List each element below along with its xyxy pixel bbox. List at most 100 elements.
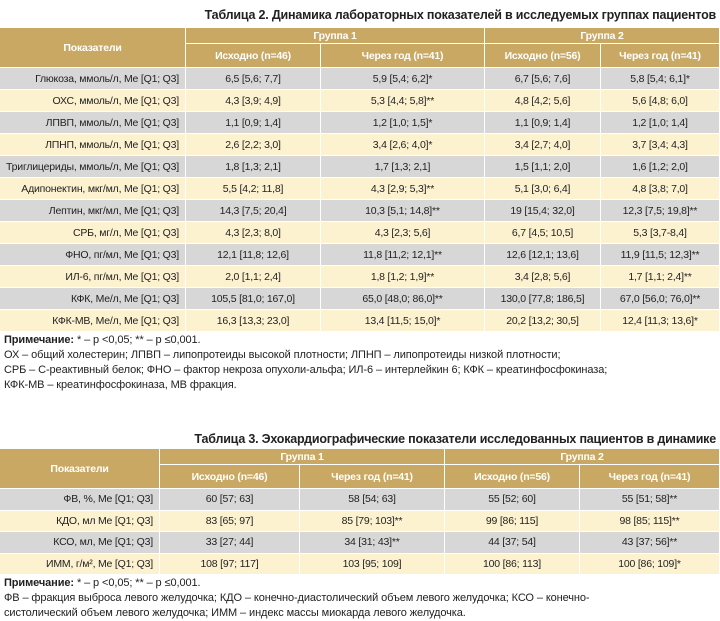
group-header: Группа 1 xyxy=(160,449,445,465)
value-cell: 4,8 [4,2; 5,6] xyxy=(485,90,601,112)
column-header: Исходно (n=46) xyxy=(160,465,300,489)
value-cell: 1,6 [1,2; 2,0] xyxy=(601,156,720,178)
value-cell: 12,3 [7,5; 19,8]** xyxy=(601,200,720,222)
row-label: КСО, мл, Me [Q1; Q3] xyxy=(0,532,160,554)
value-cell: 5,8 [5,4; 6,1]* xyxy=(601,68,720,90)
value-cell: 19 [15,4; 32,0] xyxy=(485,200,601,222)
value-cell: 3,7 [3,4; 4,3] xyxy=(601,134,720,156)
note-line: Примечание: * – p <0,05; ** – p ≤0,001. xyxy=(4,577,201,589)
value-cell: 6,7 [4,5; 10,5] xyxy=(485,222,601,244)
value-cell: 6,7 [5,6; 7,6] xyxy=(485,68,601,90)
value-cell: 12,4 [11,3; 13,6]* xyxy=(601,310,720,332)
row-label: ЛПНП, ммоль/л, Me [Q1; Q3] xyxy=(0,134,186,156)
note-line: КФК-МВ – креатинфосфокиназа, МВ фракция. xyxy=(4,379,237,391)
header-cell: Показатели xyxy=(0,28,186,68)
column-header: Через год (n=41) xyxy=(601,44,720,68)
value-cell: 1,2 [1,0; 1,5]* xyxy=(321,112,485,134)
value-cell: 130,0 [77,8; 186,5] xyxy=(485,288,601,310)
row-label: ИЛ-6, пг/мл, Me [Q1; Q3] xyxy=(0,266,186,288)
note-line: ОХ – общий холестерин; ЛПВП – липопротеи… xyxy=(4,349,561,361)
value-cell: 55 [51; 58]** xyxy=(580,489,720,511)
value-cell: 14,3 [7,5; 20,4] xyxy=(186,200,321,222)
column-header: Через год (n=41) xyxy=(580,465,720,489)
row-label: ФНО, пг/мл, Me [Q1; Q3] xyxy=(0,244,186,266)
value-cell: 1,7 [1,1; 2,4]** xyxy=(601,266,720,288)
row-label: Глюкоза, ммоль/л, Me [Q1; Q3] xyxy=(0,68,186,90)
value-cell: 1,1 [0,9; 1,4] xyxy=(186,112,321,134)
value-cell: 103 [95; 109] xyxy=(300,553,445,575)
value-cell: 10,3 [5,1; 14,8]** xyxy=(321,200,485,222)
value-cell: 4,3 [3,9; 4,9] xyxy=(186,90,321,112)
value-cell: 5,5 [4,2; 11,8] xyxy=(186,178,321,200)
row-label: ИММ, г/м², Me [Q1; Q3] xyxy=(0,553,160,575)
value-cell: 99 [86; 115] xyxy=(445,510,580,532)
note-line: систолический объем левого желудочка; ИМ… xyxy=(4,607,466,619)
group-header: Группа 2 xyxy=(445,449,720,465)
value-cell: 67,0 [56,0; 76,0]** xyxy=(601,288,720,310)
table-title: Таблица 2. Динамика лабораторных показат… xyxy=(204,8,717,22)
value-cell: 5,1 [3,0; 6,4] xyxy=(485,178,601,200)
value-cell: 43 [37; 56]** xyxy=(580,532,720,554)
value-cell: 65,0 [48,0; 86,0]** xyxy=(321,288,485,310)
row-label: Адипонектин, мкг/мл, Me [Q1; Q3] xyxy=(0,178,186,200)
value-cell: 105,5 [81,0; 167,0] xyxy=(186,288,321,310)
group-header: Группа 1 xyxy=(186,28,485,44)
value-cell: 11,9 [11,5; 12,3]** xyxy=(601,244,720,266)
note-line: ФВ – фракция выброса левого желудочка; К… xyxy=(4,592,590,604)
value-cell: 11,8 [11,2; 12,1]** xyxy=(321,244,485,266)
value-cell: 12,1 [11,8; 12,6] xyxy=(186,244,321,266)
row-label: КФК, Ме/л, Me [Q1; Q3] xyxy=(0,288,186,310)
value-cell: 3,4 [2,7; 4,0] xyxy=(485,134,601,156)
value-cell: 6,5 [5,6; 7,7] xyxy=(186,68,321,90)
value-cell: 2,6 [2,2; 3,0] xyxy=(186,134,321,156)
row-label: ОХС, ммоль/л, Me [Q1; Q3] xyxy=(0,90,186,112)
value-cell: 83 [65; 97] xyxy=(160,510,300,532)
value-cell: 5,3 [3,7-8,4] xyxy=(601,222,720,244)
value-cell: 2,0 [1,1; 2,4] xyxy=(186,266,321,288)
note-text: * – p <0,05; ** – p ≤0,001. xyxy=(76,334,201,346)
value-cell: 5,6 [4,8; 6,0] xyxy=(601,90,720,112)
value-cell: 44 [37; 54] xyxy=(445,532,580,554)
column-header: Исходно (n=46) xyxy=(186,44,321,68)
note-label: Примечание: xyxy=(4,334,74,346)
value-cell: 98 [85; 115]** xyxy=(580,510,720,532)
column-header: Исходно (n=56) xyxy=(445,465,580,489)
column-header: Исходно (n=56) xyxy=(485,44,601,68)
value-cell: 1,2 [1,0; 1,4] xyxy=(601,112,720,134)
value-cell: 1,8 [1,3; 2,1] xyxy=(186,156,321,178)
row-label: Лептин, мкг/мл, Me [Q1; Q3] xyxy=(0,200,186,222)
row-label: КФК-МВ, Ме/л, Me [Q1; Q3] xyxy=(0,310,186,332)
value-cell: 4,3 [2,9; 5,3]** xyxy=(321,178,485,200)
value-cell: 33 [27; 44] xyxy=(160,532,300,554)
value-cell: 4,3 [2,3; 8,0] xyxy=(186,222,321,244)
value-cell: 1,5 [1,1; 2,0] xyxy=(485,156,601,178)
note-label: Примечание: xyxy=(4,577,74,589)
value-cell: 4,8 [3,8; 7,0] xyxy=(601,178,720,200)
value-cell: 100 [86; 113] xyxy=(445,553,580,575)
row-label: Триглицериды, ммоль/л, Me [Q1; Q3] xyxy=(0,156,186,178)
header-cell: Показатели xyxy=(0,449,160,489)
note-line: СРБ – С-реактивный белок; ФНО – фактор н… xyxy=(4,364,608,376)
value-cell: 1,7 [1,3; 2,1] xyxy=(321,156,485,178)
value-cell: 108 [97; 117] xyxy=(160,553,300,575)
note-line: Примечание: * – p <0,05; ** – p ≤0,001. xyxy=(4,334,201,346)
value-cell: 60 [57; 63] xyxy=(160,489,300,511)
value-cell: 55 [52; 60] xyxy=(445,489,580,511)
value-cell: 1,1 [0,9; 1,4] xyxy=(485,112,601,134)
note-text: * – p <0,05; ** – p ≤0,001. xyxy=(76,577,201,589)
value-cell: 13,4 [11,5; 15,0]* xyxy=(321,310,485,332)
row-label: СРБ, мг/л, Me [Q1; Q3] xyxy=(0,222,186,244)
value-cell: 12,6 [12,1; 13,6] xyxy=(485,244,601,266)
value-cell: 3,4 [2,8; 5,6] xyxy=(485,266,601,288)
row-label: ЛПВП, ммоль/л, Me [Q1; Q3] xyxy=(0,112,186,134)
value-cell: 34 [31; 43]** xyxy=(300,532,445,554)
value-cell: 4,3 [2,3; 5,6] xyxy=(321,222,485,244)
column-header: Через год (n=41) xyxy=(300,465,445,489)
group-header: Группа 2 xyxy=(485,28,720,44)
value-cell: 1,8 [1,2; 1,9]** xyxy=(321,266,485,288)
row-label: ФВ, %, Me [Q1; Q3] xyxy=(0,489,160,511)
row-label: КДО, мл Me [Q1; Q3] xyxy=(0,510,160,532)
value-cell: 3,4 [2,6; 4,0]* xyxy=(321,134,485,156)
value-cell: 5,9 [5,4; 6,2]* xyxy=(321,68,485,90)
